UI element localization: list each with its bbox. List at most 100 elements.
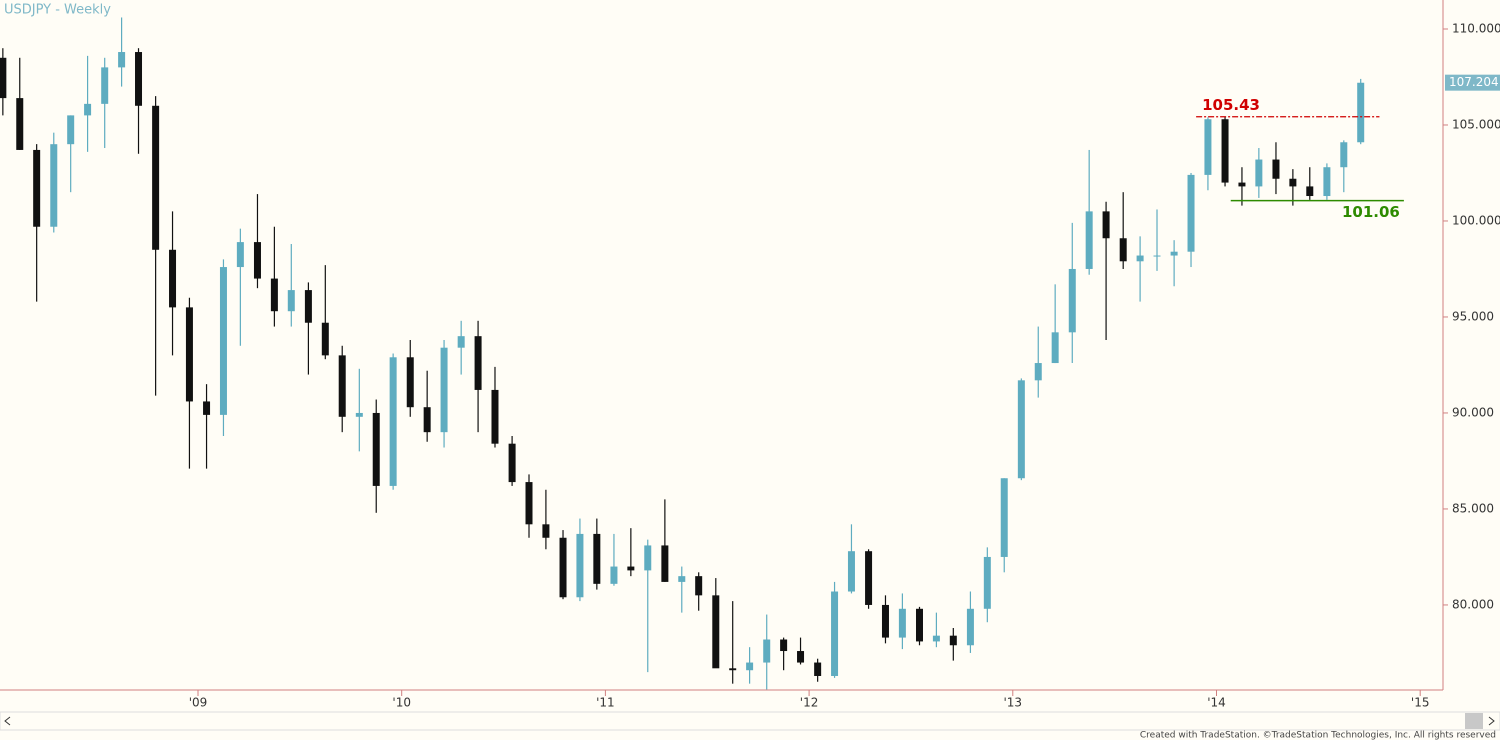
candle-body — [797, 651, 805, 663]
candle-body — [355, 412, 363, 417]
x-tick-label: '12 — [800, 696, 819, 710]
candle-body — [1340, 142, 1348, 168]
candle-body — [474, 336, 482, 390]
level-label: 101.06 — [1342, 203, 1400, 221]
candle-body — [1034, 363, 1042, 381]
candle-body — [1255, 159, 1263, 187]
candle-body — [1306, 186, 1314, 197]
candle-body — [593, 533, 601, 584]
candle-body — [1085, 211, 1093, 269]
candle-body — [270, 278, 278, 312]
candle-body — [440, 347, 448, 433]
y-tick-label: 90.000 — [1452, 405, 1494, 419]
candle-body — [219, 267, 227, 415]
candle-body — [50, 144, 58, 227]
candle-body — [33, 149, 41, 227]
candle-body — [169, 249, 177, 308]
candle-body — [763, 639, 771, 663]
candle-body — [881, 604, 889, 638]
candle-body — [814, 662, 822, 676]
x-tick-label: '09 — [189, 696, 208, 710]
scroll-thumb[interactable] — [1465, 713, 1483, 729]
footer: Created with TradeStation. ©TradeStation… — [1140, 731, 1496, 740]
candle-body — [1238, 182, 1246, 187]
candle-body — [389, 357, 397, 486]
candle-body — [746, 662, 754, 671]
y-tick-label: 85.000 — [1452, 501, 1494, 515]
candle-body — [678, 576, 686, 582]
candle-body — [135, 52, 143, 106]
candle-body — [203, 401, 211, 415]
x-tick-label: '10 — [392, 696, 411, 710]
candle-body — [576, 533, 584, 598]
candle-body — [1323, 167, 1331, 197]
y-tick-label: 80.000 — [1452, 597, 1494, 611]
candle-body — [1221, 119, 1229, 183]
candle-body — [831, 591, 839, 676]
candle-body — [406, 357, 414, 408]
candle-body — [321, 322, 329, 356]
candle-body — [627, 566, 635, 571]
candle-body — [729, 668, 737, 671]
candle-body — [84, 103, 92, 116]
candle-body — [1289, 178, 1297, 187]
y-tick-label: 100.000 — [1452, 213, 1500, 227]
candle-body — [1102, 211, 1110, 239]
candle-body — [865, 551, 873, 605]
candle-body — [236, 242, 244, 268]
candle-body — [695, 576, 703, 596]
last-price-box — [1445, 74, 1500, 91]
candle-body — [966, 608, 974, 646]
candle-body — [1000, 478, 1008, 557]
y-tick-label: 110.000 — [1452, 21, 1500, 35]
candle-body — [610, 566, 618, 584]
candle-body — [559, 537, 567, 598]
candle-body — [101, 67, 109, 104]
scrollbar[interactable] — [0, 711, 1500, 731]
x-tick-label: '15 — [1411, 696, 1430, 710]
candle-body — [1272, 159, 1280, 179]
candle-body — [152, 105, 160, 250]
candle-body — [457, 336, 465, 348]
candle-body — [508, 443, 516, 483]
scroll-right[interactable] — [1488, 716, 1495, 726]
candle-body — [525, 482, 533, 525]
candle-body — [423, 407, 431, 433]
chart-title: USDJPY - Weekly — [4, 3, 111, 18]
candle-body — [491, 389, 499, 444]
candle-body — [932, 635, 940, 642]
candle-body — [16, 98, 24, 150]
candle-body — [661, 545, 669, 582]
candle-body — [712, 595, 720, 669]
candle-body — [1068, 268, 1076, 333]
last-price-label: 107.204 — [1449, 75, 1499, 89]
candle-body — [949, 635, 957, 646]
candle-body — [1051, 332, 1059, 364]
level-label: 105.43 — [1202, 96, 1260, 114]
candle-body — [185, 307, 193, 402]
candle-body — [1170, 251, 1178, 256]
candle-body — [1204, 119, 1212, 175]
candle-body — [1187, 174, 1195, 252]
y-tick-label: 95.000 — [1452, 309, 1494, 323]
candle-body — [118, 52, 126, 68]
candle-body — [542, 524, 550, 538]
candle-body — [847, 551, 855, 592]
candle-body — [338, 355, 346, 417]
candle-body — [780, 639, 788, 652]
candle-body — [915, 608, 923, 642]
candle-body — [1153, 255, 1161, 257]
candle-body — [0, 57, 7, 99]
candle-body — [1119, 238, 1127, 262]
scroll-left[interactable] — [4, 716, 11, 726]
candle-body — [253, 242, 261, 279]
candle-body — [67, 115, 75, 145]
candle-body — [644, 545, 652, 571]
candle-body — [287, 290, 295, 312]
candle-body — [1357, 82, 1365, 143]
candle-body — [1136, 255, 1144, 262]
candle-body — [372, 412, 380, 486]
